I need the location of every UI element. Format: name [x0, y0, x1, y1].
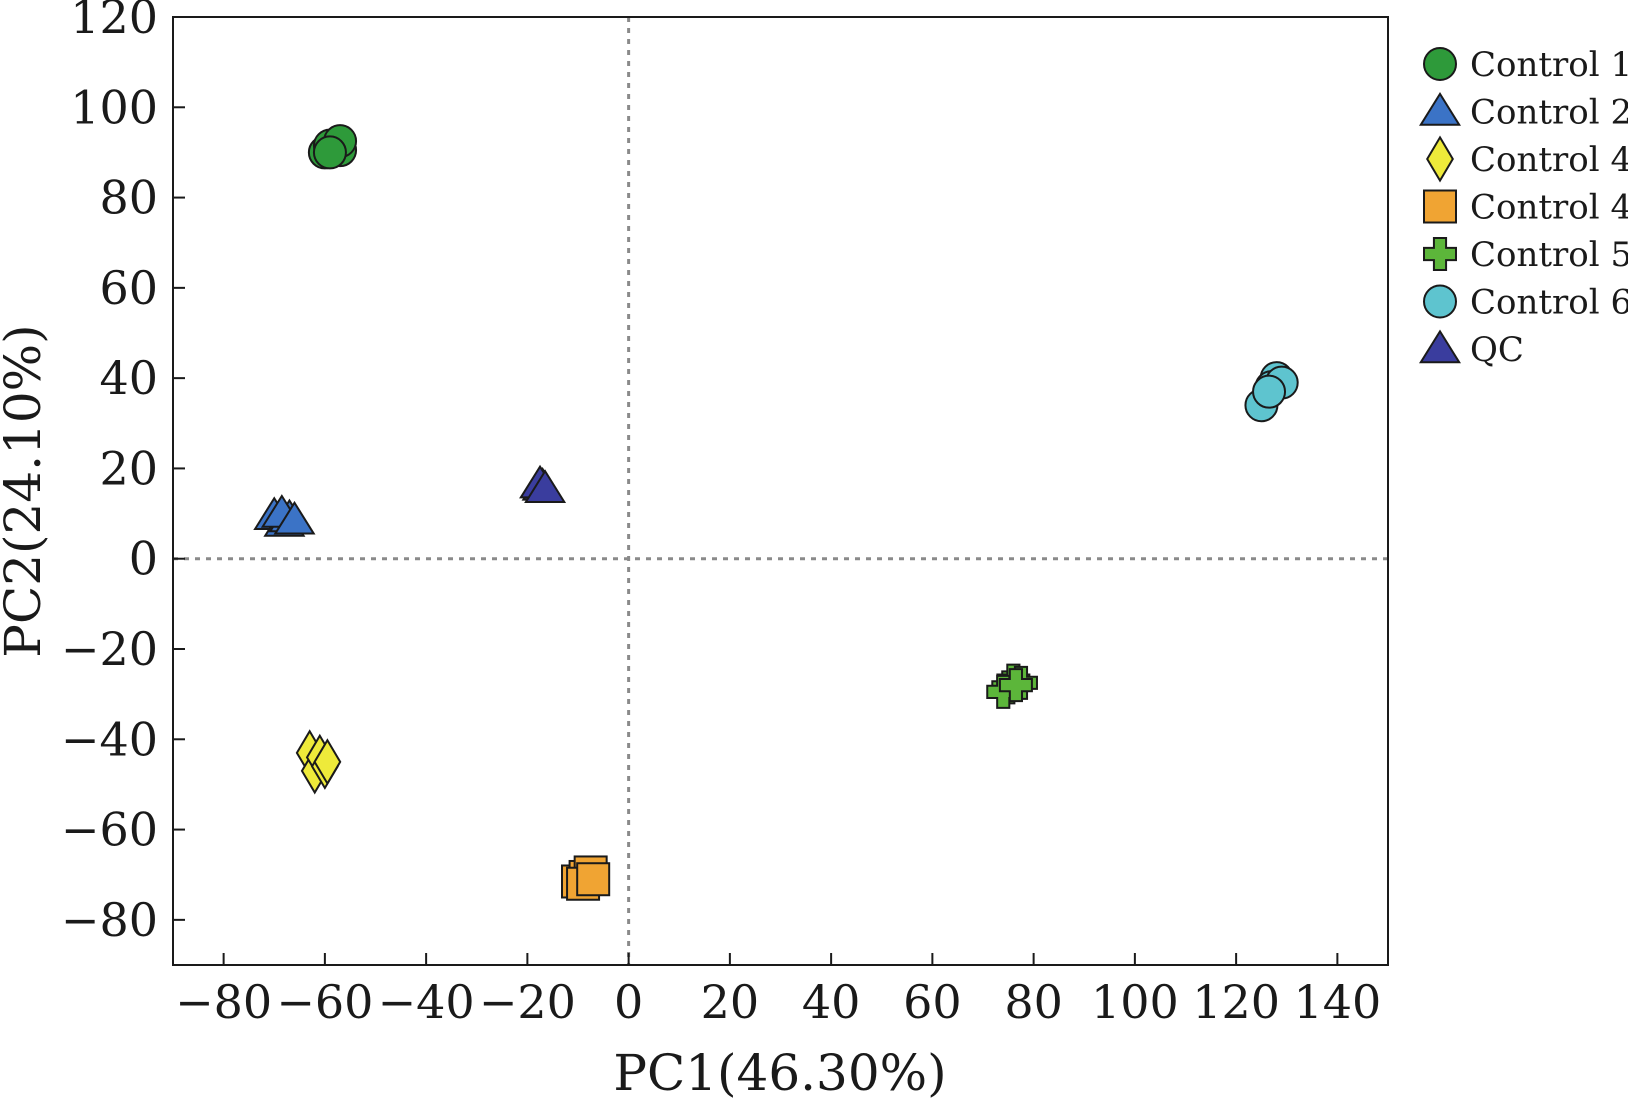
- y-tick-label: 20: [99, 441, 158, 495]
- legend-marker-circle: [1423, 284, 1457, 319]
- y-tick-label: 60: [99, 261, 158, 315]
- x-axis-ticks: −80 −60 −40 −20 0 20 40 60 80 100 120 140: [175, 953, 1381, 1029]
- data-point-triangle: [524, 469, 567, 503]
- y-axis-title: PC2(24.10%): [0, 324, 52, 657]
- reference-lines: [173, 17, 1388, 965]
- legend-label: Control 5: [1470, 235, 1628, 275]
- legend-marker-triangle: [1418, 329, 1462, 364]
- legend-label: Control 4: [1470, 140, 1628, 180]
- legend-marker-circle: [1423, 47, 1457, 81]
- x-tick-label: −40: [378, 975, 475, 1029]
- x-axis-title: PC1(46.30%): [613, 1044, 946, 1101]
- x-tick-label: 40: [802, 975, 861, 1029]
- legend-label: Control 4: [1470, 188, 1628, 228]
- y-tick-label: −80: [61, 893, 158, 947]
- legend: Control 1 Control 2 Control 4 Control 4 Cont…: [1418, 45, 1628, 370]
- data-point-circle: [1252, 374, 1287, 409]
- legend-marker-cross: [1423, 237, 1457, 271]
- legend-label: QC: [1470, 330, 1524, 370]
- y-tick-label: 100: [70, 80, 158, 134]
- x-tick-label: 80: [1004, 975, 1063, 1029]
- data-point-diamond: [313, 738, 342, 786]
- data-point-square: [576, 862, 611, 897]
- x-tick-label: −60: [276, 975, 373, 1029]
- x-tick-label: −80: [175, 975, 272, 1029]
- legend-label: Control 2: [1470, 93, 1628, 133]
- data-point-cross: [998, 668, 1033, 703]
- y-tick-label: 120: [70, 0, 158, 44]
- y-tick-label: −20: [61, 622, 158, 676]
- y-tick-label: −40: [61, 712, 158, 766]
- data-point-circle: [312, 135, 347, 170]
- x-tick-label: 100: [1091, 975, 1179, 1029]
- legend-label: Control 6: [1470, 283, 1628, 323]
- y-tick-label: 40: [99, 351, 158, 405]
- legend-marker-diamond: [1426, 135, 1454, 183]
- x-tick-label: 60: [903, 975, 962, 1029]
- legend-marker-triangle: [1418, 92, 1462, 126]
- y-tick-label: 80: [99, 171, 158, 225]
- legend-label: Control 1: [1470, 45, 1628, 85]
- x-tick-label: 0: [614, 975, 643, 1029]
- y-tick-label: 0: [129, 532, 158, 586]
- x-tick-label: 120: [1192, 975, 1280, 1029]
- x-tick-label: −20: [479, 975, 576, 1029]
- legend-marker-square: [1423, 189, 1457, 224]
- y-axis-ticks: 120 100 80 60 40 20 0 −20 −40 −60 −80: [61, 0, 185, 947]
- x-tick-label: 20: [701, 975, 760, 1029]
- x-tick-label: 140: [1293, 975, 1381, 1029]
- plot-frame: [172, 16, 1389, 966]
- y-tick-label: −60: [61, 803, 158, 857]
- data-point-triangle: [273, 500, 316, 535]
- data-points: [253, 124, 1299, 901]
